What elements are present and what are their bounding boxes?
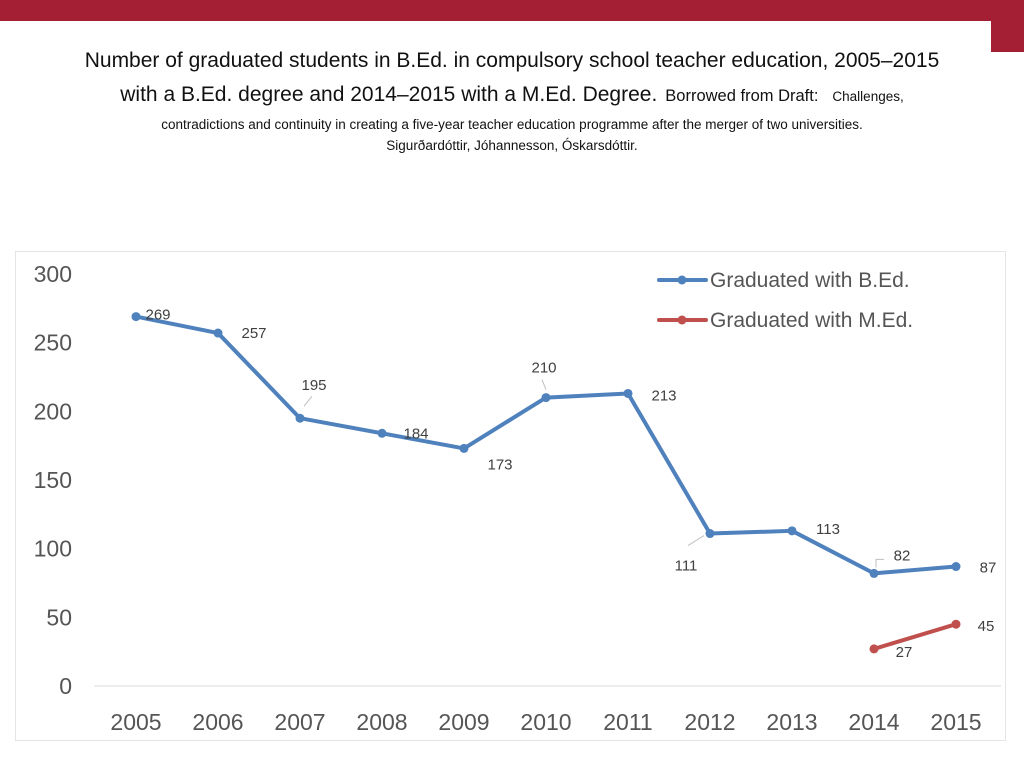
data-point-med: [869, 644, 879, 654]
x-tick-label: 2012: [684, 709, 735, 735]
data-point-bed: [541, 393, 551, 403]
data-label-bed: 195: [301, 377, 326, 394]
data-label-bed: 213: [651, 387, 676, 404]
data-point-bed: [131, 312, 141, 322]
x-tick-label: 2008: [356, 709, 407, 735]
data-label-bed: 173: [487, 456, 512, 473]
series-line-med: [872, 622, 958, 651]
y-tick-label: 200: [34, 398, 72, 424]
chart-area: 0 50 100 150 200 250 300 2005 2006 2007 2008 2009 20…: [15, 251, 1006, 741]
label-leader-bed: [687, 535, 705, 546]
label-leader-bed: [875, 558, 884, 568]
x-tick-label: 2014: [848, 709, 899, 735]
y-tick-label: 0: [59, 673, 72, 699]
title-borrowed-from: Borrowed from Draft:: [665, 87, 819, 105]
data-point-med: [951, 619, 961, 629]
data-point-bed: [623, 388, 633, 398]
data-point-bed: [213, 328, 223, 338]
x-tick-label: 2015: [930, 709, 981, 735]
title-line-2-main: with a B.Ed. degree and 2014–2015 with a…: [120, 83, 658, 106]
slide-title: Number of graduated students in B.Ed. in…: [0, 44, 1024, 156]
label-leader-bed: [303, 395, 313, 407]
data-label-bed: 257: [241, 325, 266, 342]
title-line-3: contradictions and continuity in creatin…: [161, 117, 863, 132]
y-tick-label: 50: [46, 604, 72, 630]
y-tick-label: 150: [34, 467, 72, 493]
title-line-1: Number of graduated students in B.Ed. in…: [84, 49, 940, 72]
data-point-bed: [705, 529, 715, 539]
x-tick-label: 2007: [274, 709, 325, 735]
data-label-bed: 210: [531, 360, 556, 377]
data-label-med: 45: [978, 618, 995, 635]
top-banner-bar: [0, 0, 1024, 21]
data-point-bed: [787, 526, 797, 536]
y-tick-label: 100: [34, 536, 72, 562]
corner-accent-block: [991, 21, 1024, 52]
data-point-bed: [377, 428, 387, 438]
x-tick-label: 2010: [520, 709, 571, 735]
data-label-bed: 184: [403, 425, 428, 442]
data-point-bed: [869, 568, 879, 578]
legend-marker-bed: [677, 275, 687, 285]
x-tick-label: 2011: [603, 709, 652, 735]
legend-label-med: Graduated with M.Ed.: [710, 309, 913, 332]
data-point-bed: [459, 443, 469, 453]
legend-label-bed: Graduated with B.Ed.: [710, 269, 910, 292]
line-chart: 0 50 100 150 200 250 300 2005 2006 2007 2008 2009 20…: [34, 261, 1001, 735]
title-authors: Sigurðardóttir, Jóhannesson, Óskarsdótti…: [386, 138, 638, 153]
data-label-bed: 82: [894, 547, 911, 564]
x-tick-label: 2009: [438, 709, 489, 735]
data-label-bed: 87: [980, 560, 997, 577]
y-tick-label: 250: [34, 330, 72, 356]
x-tick-label: 2013: [766, 709, 817, 735]
data-label-bed: 111: [675, 558, 698, 575]
data-label-bed: 269: [145, 307, 170, 324]
data-label-bed: 113: [816, 521, 840, 538]
data-point-bed: [295, 413, 305, 423]
data-label-med: 27: [896, 644, 913, 661]
x-tick-label: 2006: [192, 709, 243, 735]
data-point-bed: [951, 562, 961, 572]
y-tick-label: 300: [34, 261, 72, 287]
x-tick-label: 2005: [110, 709, 161, 735]
label-leader-bed: [541, 379, 547, 390]
legend-marker-med: [677, 315, 687, 325]
title-line-2: with a B.Ed. degree and 2014–2015 with a…: [0, 78, 1024, 114]
title-challenges: Challenges,: [832, 89, 904, 104]
